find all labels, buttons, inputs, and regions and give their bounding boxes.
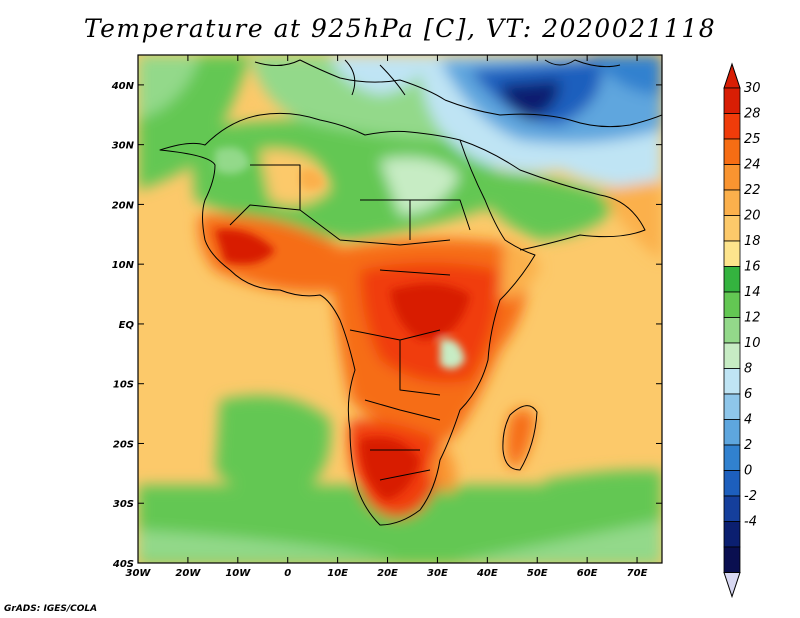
map-frame: [137, 54, 663, 564]
chart-title: Temperature at 925hPa [C], VT: 202002111…: [83, 14, 717, 43]
colorbar-swatch: [723, 215, 741, 242]
lon-tick-label: 30E: [427, 568, 448, 579]
colorbar-swatch: [723, 266, 741, 293]
lon-tick-label: 60E: [577, 568, 598, 579]
colorbar-label: 22: [744, 183, 761, 198]
colorbar-swatch: [723, 138, 741, 165]
lon-tick-label: 10E: [327, 568, 348, 579]
lon-tick-label: 70E: [627, 568, 648, 579]
colorbar-label: 8: [744, 362, 752, 377]
lat-tick-label: 40S: [112, 559, 134, 570]
colorbar-swatch: [723, 113, 741, 140]
colorbar-swatch: [723, 393, 741, 420]
colorbar-label: 16: [744, 260, 761, 275]
colorbar-swatch: [723, 419, 741, 446]
latitude-axis: 40N 30N 20N 10N EQ 10S 20S 30S 40S: [111, 81, 662, 570]
lat-tick-label: EQ: [119, 320, 135, 331]
lon-tick-label: 0: [284, 568, 291, 579]
colorbar-swatch: [723, 291, 741, 318]
colorbar-swatch: [723, 495, 741, 522]
longitude-axis: 30W 20W 10W 0 10E 20E 30E 40E 50E 60E 70E: [126, 55, 648, 579]
lon-tick-label: 20E: [377, 568, 398, 579]
colorbar-label: 12: [744, 311, 761, 326]
colorbar-swatch: [723, 189, 741, 216]
lon-tick-label: 40E: [476, 568, 498, 579]
temperature-field: [138, 55, 662, 563]
coastlines: [159, 59, 662, 526]
colorbar-swatch: [723, 342, 741, 369]
colorbar-label: 24: [744, 158, 761, 173]
colorbar-swatch: [723, 521, 741, 548]
colorbar-swatch: [723, 470, 741, 497]
colorbar-swatch: [723, 87, 741, 114]
colorbar-label: 28: [744, 107, 761, 122]
colorbar-label: 2: [744, 438, 752, 453]
colorbar-label: 6: [744, 387, 752, 402]
colorbar-label: 20: [744, 209, 761, 224]
colorbar-swatch: [723, 164, 741, 191]
lon-tick-label: 30W: [126, 568, 152, 579]
colorbar-swatch: [723, 240, 741, 267]
colorbar-label: 30: [744, 81, 761, 96]
lat-tick-label: 30S: [113, 499, 134, 510]
colorbar-label: -4: [744, 515, 757, 530]
colorbar-label: 14: [744, 285, 761, 300]
colorbar-label: 4: [744, 413, 752, 428]
colorbar-swatch: [723, 368, 741, 395]
colorbar-swatch: [723, 317, 741, 344]
lat-tick-label: 40N: [111, 81, 135, 92]
colorbar-label: 25: [744, 132, 761, 147]
colorbar-swatch: [723, 546, 741, 573]
lon-tick-label: 50E: [527, 568, 548, 579]
lat-tick-label: 20S: [113, 439, 134, 450]
lat-tick-label: 10N: [112, 260, 135, 271]
lat-tick-label: 10S: [113, 380, 134, 391]
colorbar-under-arrow: [723, 572, 741, 599]
lat-tick-label: 20N: [112, 200, 135, 211]
grads-credit: GrADS: IGES/COLA: [4, 604, 98, 614]
colorbar-label: 0: [744, 464, 752, 479]
lon-tick-label: 20W: [175, 568, 201, 579]
lon-tick-label: 10W: [225, 568, 251, 579]
colorbar-label: -2: [744, 489, 757, 504]
colorbar-label: 10: [744, 336, 761, 351]
colorbar-swatch: [723, 444, 741, 471]
colorbar-label: 18: [744, 234, 761, 249]
lat-tick-label: 30N: [112, 141, 135, 152]
colorbar-over-arrow: [723, 62, 741, 89]
